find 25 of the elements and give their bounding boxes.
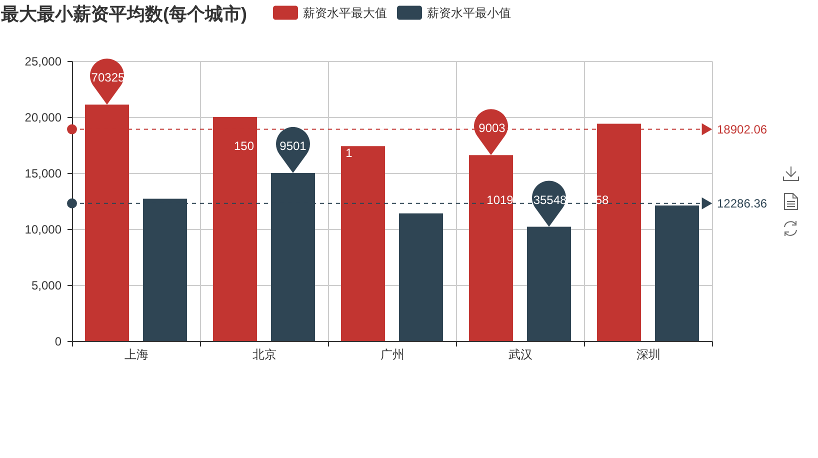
y-tick-label: 25,000 xyxy=(24,54,62,68)
y-tick-label: 10,000 xyxy=(24,222,62,236)
annotation: 70325 xyxy=(91,70,126,85)
x-tick-label: 深圳 xyxy=(636,348,660,362)
annotation: 9501 xyxy=(280,139,307,153)
chart-title: 最大最小薪资平均数(每个城市) xyxy=(0,4,247,24)
x-tick-label: 北京 xyxy=(252,348,276,362)
bar xyxy=(341,146,385,341)
annotation: 9003 xyxy=(478,121,506,136)
legend-label: 薪资水平最小值 xyxy=(427,6,511,20)
y-tick-label: 20,000 xyxy=(24,110,62,124)
legend-label: 薪资水平最大值 xyxy=(303,6,387,20)
ref-line-label: 12286.36 xyxy=(717,196,768,210)
y-tick-label: 0 xyxy=(54,334,62,348)
ref-line-label: 18902.06 xyxy=(717,122,768,136)
bar xyxy=(399,213,443,341)
annotation: 1 xyxy=(346,146,353,160)
annotation: 150 xyxy=(234,139,254,153)
annotation: 35548 xyxy=(533,192,568,207)
y-tick-label: 15,000 xyxy=(24,166,62,180)
annotation: 1019 xyxy=(486,192,514,207)
x-tick-label: 上海 xyxy=(124,348,148,362)
x-tick-label: 广州 xyxy=(380,348,404,362)
x-tick-label: 武汉 xyxy=(508,348,532,362)
y-tick-label: 5,000 xyxy=(31,278,62,292)
